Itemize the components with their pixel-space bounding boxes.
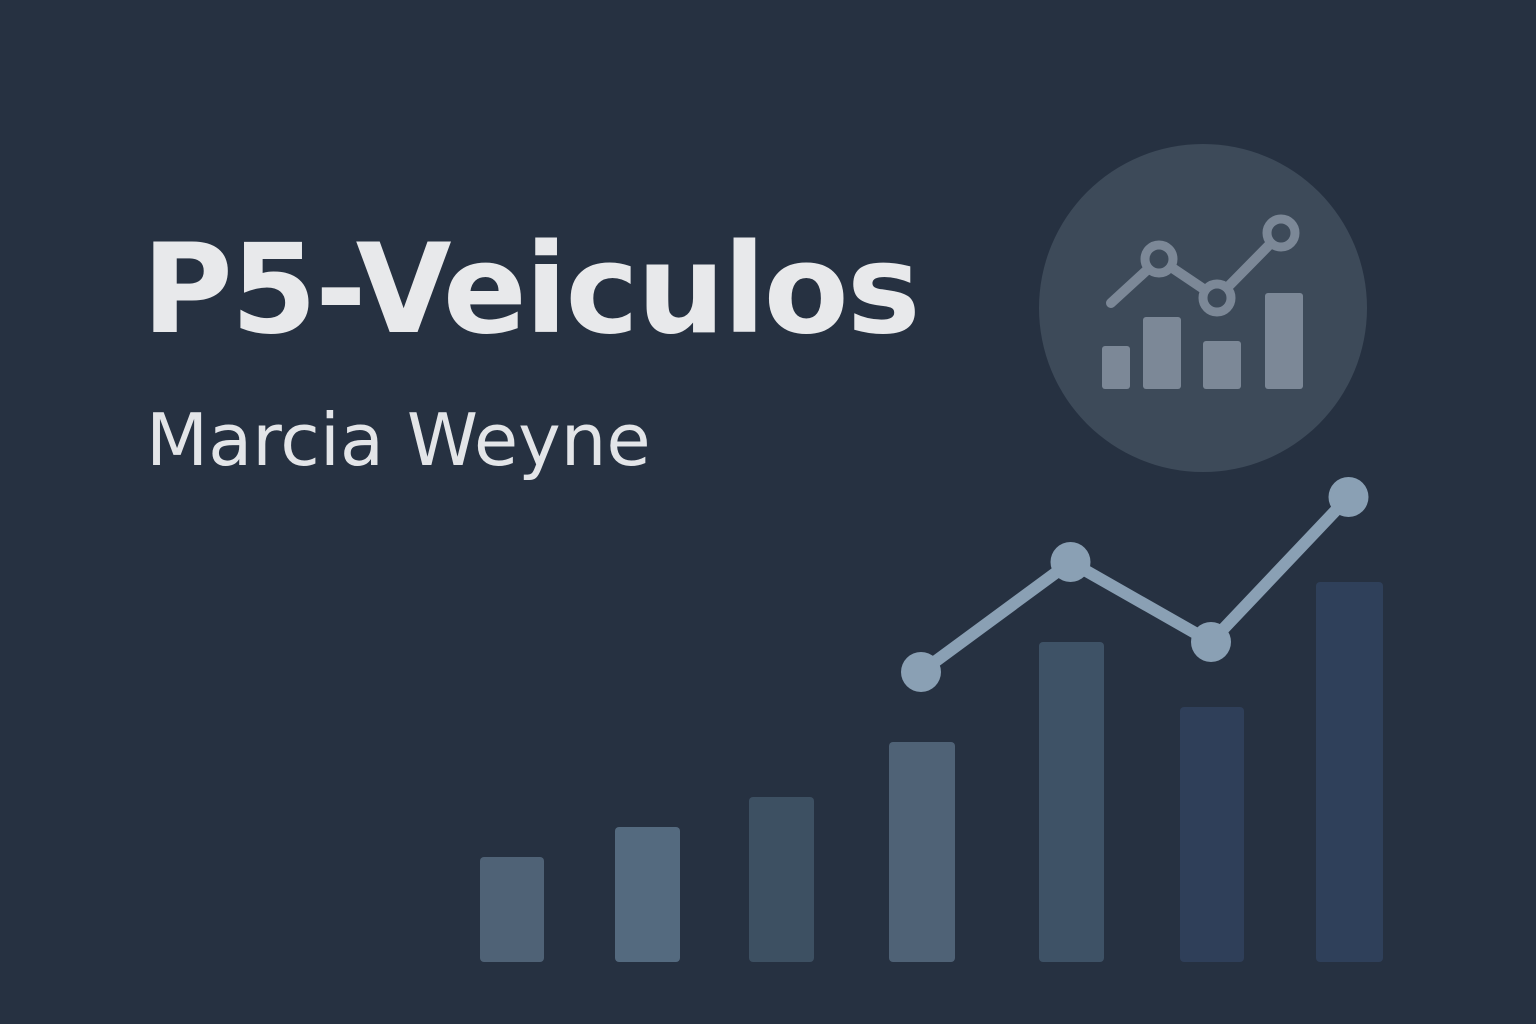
badge-trend-line	[1106, 228, 1286, 308]
analytics-chart-icon	[1039, 144, 1367, 472]
trend-point	[901, 652, 941, 692]
chart-bar	[480, 857, 544, 962]
chart-trend	[901, 477, 1369, 692]
chart-bar	[615, 827, 680, 962]
badge-bar	[1203, 341, 1241, 389]
chart-bars	[480, 582, 1383, 962]
chart-bar	[1316, 582, 1383, 962]
page-title: P5-Veiculos	[142, 218, 921, 362]
trend-point	[1191, 622, 1231, 662]
chart-bar	[1039, 642, 1104, 962]
badge-bar	[1265, 293, 1303, 389]
chart-bar	[889, 742, 955, 962]
badge-bar	[1143, 317, 1181, 389]
trend-point	[1328, 477, 1369, 517]
badge-point	[1140, 240, 1178, 278]
badge-bar	[1102, 346, 1130, 389]
chart-bar	[1180, 707, 1244, 962]
trend-line	[915, 491, 1355, 678]
badge-point	[1198, 279, 1236, 317]
badge-point	[1262, 214, 1300, 252]
chart-bar	[749, 797, 814, 962]
trend-point	[1050, 542, 1091, 582]
author-name: Marcia Weyne	[146, 398, 651, 482]
